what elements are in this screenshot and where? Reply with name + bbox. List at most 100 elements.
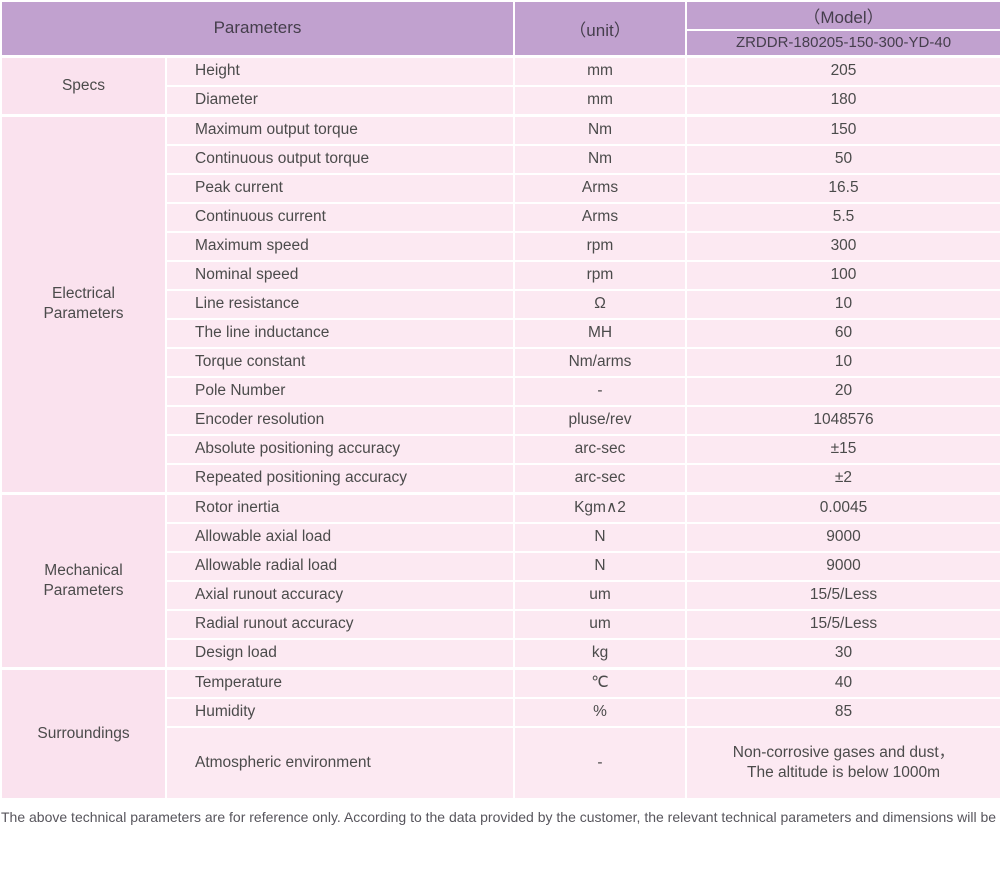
param-cell: Design load <box>165 637 515 669</box>
param-cell: Continuous output torque <box>165 143 515 175</box>
unit-cell: - <box>513 725 687 800</box>
param-cell: Torque constant <box>165 346 515 378</box>
value-cell: 16.5 <box>685 172 1000 204</box>
header-unit-label: （unit） <box>513 0 687 57</box>
unit-cell: Ω <box>513 288 687 320</box>
value-cell: 50 <box>685 143 1000 175</box>
unit-cell: mm <box>513 54 687 87</box>
param-cell: Continuous current <box>165 201 515 233</box>
unit-cell: um <box>513 608 687 640</box>
table-row: Radial runout accuracy um 15/5/Less <box>1 608 1000 640</box>
value-cell: 300 <box>685 230 1000 262</box>
param-cell: Rotor inertia <box>165 491 515 524</box>
param-cell: The line inductance <box>165 317 515 349</box>
table-body: Specs Height mm 205 Diameter mm 180 Electrical … <box>0 54 1000 800</box>
param-cell: Absolute positioning accuracy <box>165 433 515 465</box>
table-row: Allowable radial load N 9000 <box>1 550 1000 582</box>
param-cell: Encoder resolution <box>165 404 515 436</box>
unit-cell: MH <box>513 317 687 349</box>
table-row: Pole Number -20 <box>1 375 1000 407</box>
value-cell: 10 <box>685 288 1000 320</box>
table-row: Peak current Arms 16.5 <box>1 172 1000 204</box>
value-cell: 85 <box>685 696 1000 728</box>
footnote: The above technical parameters are for r… <box>1 808 1000 825</box>
table-row: Mechanical Parameters Rotor inertia Kgm∧2 0… <box>0 491 1000 669</box>
table-row: Encoder resolution pluse/rev 1048576 <box>1 404 1000 436</box>
param-cell: Nominal speed <box>165 259 515 291</box>
unit-cell: mm <box>513 84 687 116</box>
table-row: Design load kg 30 <box>1 637 1000 669</box>
table-row: Line resistance Ω 10 <box>1 288 1000 320</box>
value-cell: 100 <box>685 259 1000 291</box>
param-cell: Allowable axial load <box>165 521 515 553</box>
unit-cell: ℃ <box>513 666 687 699</box>
table-row: Humidity% 85 <box>1 696 1000 728</box>
unit-cell: rpm <box>513 230 687 262</box>
value-cell: 1048576 <box>685 404 1000 436</box>
value-cell: 40 <box>685 666 1000 699</box>
value-cell: 15/5/Less <box>685 579 1000 611</box>
group-cell: Mechanical Parameters <box>0 491 167 669</box>
table-row: The line inductance MH 60 <box>1 317 1000 349</box>
value-cell: 205 <box>685 54 1000 87</box>
unit-cell: % <box>513 696 687 728</box>
param-cell: Allowable radial load <box>165 550 515 582</box>
group-cell: Electrical Parameters <box>0 113 167 494</box>
value-cell: Non-corrosive gases and dust， The altitu… <box>685 725 1000 800</box>
header-model-label: （Model） <box>685 0 1000 31</box>
table-row: Atmospheric environment - Non-corrosive ga… <box>1 725 1000 800</box>
unit-cell: Nm/arms <box>513 346 687 378</box>
unit-cell: arc-sec <box>513 462 687 494</box>
unit-cell: N <box>513 550 687 582</box>
table-row: Allowable axial load N 9000 <box>1 521 1000 553</box>
param-cell: Repeated positioning accuracy <box>165 462 515 494</box>
param-cell: Maximum speed <box>165 230 515 262</box>
header-parameters-label: Parameters <box>0 0 515 57</box>
group-cell: Specs <box>0 54 167 116</box>
header-model-value: ZRDDR-180205-150-300-YD-40 <box>685 29 1000 57</box>
unit-cell: pluse/rev <box>513 404 687 436</box>
value-cell: 9000 <box>685 521 1000 553</box>
unit-cell: - <box>513 375 687 407</box>
value-cell: 10 <box>685 346 1000 378</box>
param-cell: Temperature <box>165 666 515 699</box>
unit-cell: arc-sec <box>513 433 687 465</box>
unit-cell: rpm <box>513 259 687 291</box>
value-cell: 15/5/Less <box>685 608 1000 640</box>
param-cell: Diameter <box>165 84 515 116</box>
unit-cell: Nm <box>513 143 687 175</box>
table-row: Maximum speed rpm 300 <box>1 230 1000 262</box>
value-cell: 0.0045 <box>685 491 1000 524</box>
table-row: Continuous output torque Nm 50 <box>1 143 1000 175</box>
param-cell: Line resistance <box>165 288 515 320</box>
value-cell: 5.5 <box>685 201 1000 233</box>
unit-cell: Nm <box>513 113 687 146</box>
unit-cell: um <box>513 579 687 611</box>
param-cell: Peak current <box>165 172 515 204</box>
value-cell: ±2 <box>685 462 1000 494</box>
unit-cell: kg <box>513 637 687 669</box>
value-cell: 150 <box>685 113 1000 146</box>
table-row: Electrical Parameters Maximum output torq… <box>0 113 1000 494</box>
table-row: Continuous current Arms 5.5 <box>1 201 1000 233</box>
table-row: Torque constant Nm/arms 10 <box>1 346 1000 378</box>
unit-cell: Kgm∧2 <box>513 491 687 524</box>
value-cell: ±15 <box>685 433 1000 465</box>
param-cell: Radial runout accuracy <box>165 608 515 640</box>
param-cell: Maximum output torque <box>165 113 515 146</box>
value-cell: 60 <box>685 317 1000 349</box>
param-cell: Pole Number <box>165 375 515 407</box>
param-cell: Humidity <box>165 696 515 728</box>
value-cell: 20 <box>685 375 1000 407</box>
value-cell: 30 <box>685 637 1000 669</box>
table-row: Nominal speed rpm 100 <box>1 259 1000 291</box>
unit-cell: Arms <box>513 172 687 204</box>
table-row: Axial runout accuracy um 15/5/Less <box>1 579 1000 611</box>
group-cell: Surroundings <box>0 666 167 800</box>
table-header: Parameters （unit） （Model） ZRDDR-180205-1… <box>0 0 1000 57</box>
unit-cell: N <box>513 521 687 553</box>
table-row: Absolute positioning accuracy arc-sec ±15 <box>1 433 1000 465</box>
param-cell: Height <box>165 54 515 87</box>
table-row: Surroundings Temperature ℃ 40 <box>0 666 1000 800</box>
unit-cell: Arms <box>513 201 687 233</box>
